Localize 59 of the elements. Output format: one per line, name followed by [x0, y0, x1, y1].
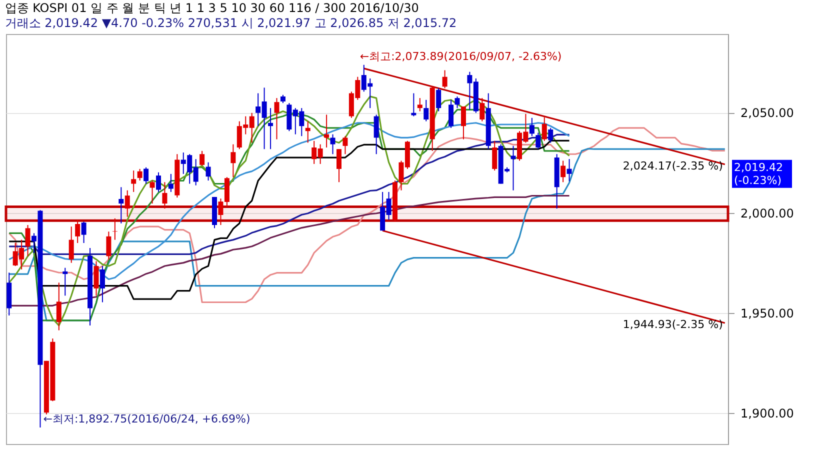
- candlestick: [268, 108, 274, 150]
- candlestick: [330, 134, 336, 155]
- candlestick: [548, 127, 554, 144]
- candlestick: [156, 172, 161, 192]
- candlestick: [230, 144, 236, 178]
- candlestick: [424, 99, 429, 122]
- annotation: 2,024.17(-2.35 %): [622, 159, 723, 172]
- candlestick: [342, 136, 348, 155]
- candlestick: [75, 219, 80, 244]
- candlestick: [336, 148, 342, 183]
- candlestick: [492, 140, 498, 172]
- candlestick: [480, 98, 485, 122]
- candlestick: [25, 224, 30, 257]
- chart-subtitle: 거래소 2,019.42 ▼4.70 -0.23% 270,531 시 2,021.97 고 2,026.85 저 2,015.72: [4, 16, 457, 30]
- annotation: 1,944.93(-2.35 %): [622, 318, 723, 332]
- candlestick: [94, 260, 99, 296]
- candlestick: [168, 173, 174, 192]
- line-series: [8, 127, 726, 304]
- candlestick: [566, 158, 572, 182]
- candlestick: [442, 70, 448, 89]
- candlestick: [112, 218, 118, 240]
- candlestick: [542, 116, 547, 142]
- annotation: ←최고:2,073.89(2016/09/07, -2.63%): [360, 50, 562, 63]
- candlestick: [417, 98, 422, 112]
- candlestick: [448, 99, 454, 128]
- candlestick: [106, 231, 112, 260]
- y-tick-label: 2,000.00: [740, 206, 794, 220]
- candlestick: [206, 162, 211, 182]
- candlestick: [81, 221, 86, 244]
- candlestick: [131, 170, 136, 192]
- candlestick: [118, 186, 124, 224]
- candlestick: [454, 96, 460, 109]
- chart-title: 업종 KOSPI 01 일 주 월 분 틱 년 1 1 3 5 10 30 60 116 / 300 2016/10/30: [4, 1, 419, 15]
- candlestick: [56, 282, 62, 331]
- candlestick: [124, 190, 130, 218]
- candlestick: [162, 182, 168, 210]
- y-tick-label: 1,900.00: [740, 406, 794, 420]
- candlestick: [150, 180, 155, 204]
- candlestick: [510, 145, 516, 191]
- candlestick: [374, 114, 379, 155]
- candlestick: [411, 92, 416, 117]
- candlestick: [536, 132, 541, 150]
- candlestick: [560, 160, 566, 183]
- candlestick: [436, 88, 442, 112]
- y-tick-label: 2,050.00: [740, 106, 794, 120]
- candlestick: [529, 117, 534, 137]
- candlestick: [137, 168, 142, 182]
- y-tick-label: 1,950.00: [740, 306, 794, 320]
- candlestick: [100, 266, 105, 303]
- annotation: ←최저:1,892.75(2016/06/24, +6.69%): [43, 412, 250, 426]
- candlestick: [460, 106, 466, 140]
- candlestick: [200, 150, 205, 166]
- line-series: [8, 148, 726, 322]
- candlestick: [62, 267, 68, 296]
- candlestick: [68, 226, 74, 264]
- candlestick: [144, 166, 149, 184]
- candlestick: [305, 120, 310, 144]
- text: 2,019.42 (-0.23%): [734, 160, 783, 187]
- candlestick: [274, 98, 280, 140]
